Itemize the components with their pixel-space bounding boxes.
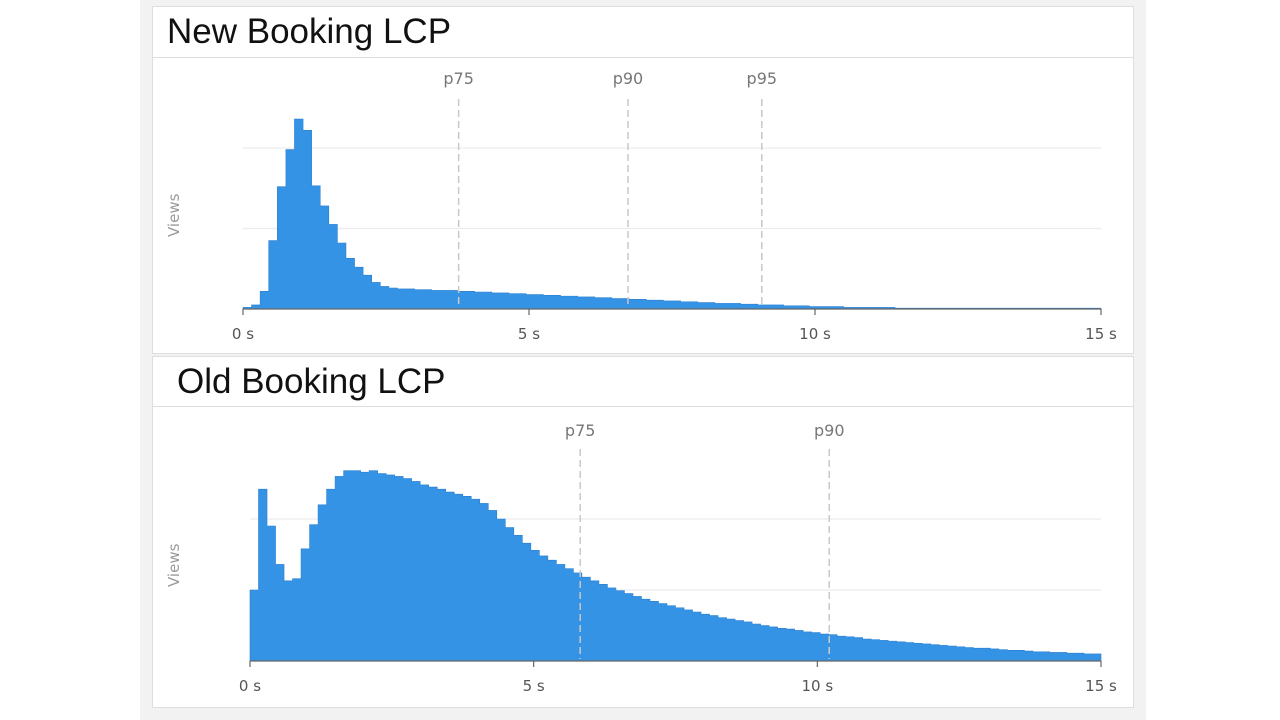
y-axis-label: Views xyxy=(165,543,183,587)
percentile-label-p90: p90 xyxy=(813,421,845,440)
x-tick-label: 10 s xyxy=(799,325,831,343)
x-tick-label: 5 s xyxy=(517,325,541,343)
x-tick-label: 5 s xyxy=(522,677,545,695)
y-axis-label: Views xyxy=(165,193,183,237)
x-tick-label: 15 s xyxy=(1085,677,1117,695)
percentile-label-p90: p90 xyxy=(612,69,644,88)
panel-title: Old Booking LCP xyxy=(153,357,1133,407)
new-booking-lcp-panel: New Booking LCP Views 0 s 5 s 10 s 15 s p75… xyxy=(152,6,1134,354)
histogram-chart xyxy=(249,449,1102,667)
histogram-bars xyxy=(249,470,1102,662)
x-tick-label: 0 s xyxy=(238,677,262,695)
x-tick-label: 10 s xyxy=(801,677,834,695)
x-tick-label: 0 s xyxy=(231,325,255,343)
histogram-chart xyxy=(242,99,1102,315)
old-booking-lcp-panel: Old Booking LCP Views 0 s 5 s 10 s 15 s p75… xyxy=(152,356,1134,708)
panel-title-text: Old Booking LCP xyxy=(177,362,446,401)
panel-title-text: New Booking LCP xyxy=(167,12,452,51)
x-tick-label: 15 s xyxy=(1085,325,1117,343)
percentile-label-p95: p95 xyxy=(746,69,778,88)
percentile-label-p75: p75 xyxy=(564,421,596,440)
histogram-bars xyxy=(242,118,1102,310)
panel-title: New Booking LCP xyxy=(153,7,1133,58)
percentile-label-p75: p75 xyxy=(443,69,474,88)
